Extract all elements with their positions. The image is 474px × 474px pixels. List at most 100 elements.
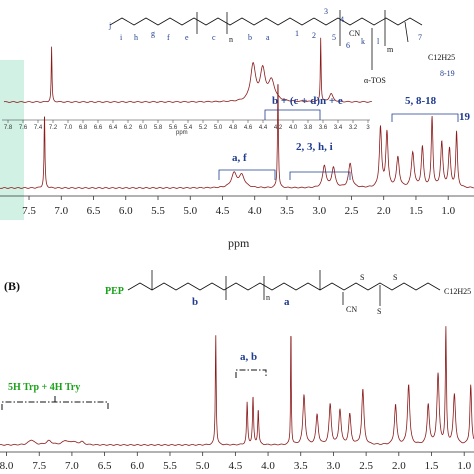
x-tick-label-a: 1.0 bbox=[441, 205, 455, 217]
x-tick-label-b: 5.0 bbox=[196, 460, 210, 472]
x-tick-label-a: 6.5 bbox=[87, 205, 101, 217]
inset-tick-label: 4.8 bbox=[229, 125, 238, 131]
inset-tick-label: 6.4 bbox=[109, 125, 118, 131]
chem-label-a: a bbox=[284, 296, 290, 308]
inset-tick-label: 3.4 bbox=[334, 125, 343, 131]
backbone-b bbox=[127, 282, 441, 291]
chem-label-s1: S bbox=[360, 273, 364, 282]
x-tick-label-b: 2.5 bbox=[359, 460, 373, 472]
structure-b bbox=[127, 270, 441, 306]
bracket-5818 bbox=[391, 113, 459, 122]
chem-label-c12h25: C12H25 bbox=[444, 287, 471, 296]
inset-tick-label: 5.6 bbox=[169, 125, 178, 131]
structure-a bbox=[109, 10, 423, 70]
chem-label: 4 bbox=[340, 15, 344, 24]
chem-label-b: b bbox=[192, 296, 198, 308]
chem-label: g bbox=[151, 29, 155, 38]
chem-label: e bbox=[185, 33, 189, 42]
panel-b-label: (B) bbox=[4, 279, 20, 293]
inset-tick-label: 5.4 bbox=[184, 125, 193, 131]
x-tick-label-a: 7.0 bbox=[54, 205, 68, 217]
x-axis-label-a: ppm bbox=[228, 236, 250, 250]
chem-label: 3 bbox=[324, 7, 328, 16]
chem-label: 7 bbox=[418, 33, 422, 42]
inset-tick-label: 7.0 bbox=[64, 125, 73, 131]
inset-tick-label: 7.2 bbox=[49, 125, 58, 131]
inset-tick-label: 5.8 bbox=[154, 125, 163, 131]
structure-a-labels: j i h g f e c n b a 1 2 3 4 5 6 k l m 7 … bbox=[108, 7, 455, 85]
bracket-ab bbox=[235, 369, 267, 378]
inset-tick-label: 6.8 bbox=[79, 125, 88, 131]
thio-bond bbox=[404, 21, 409, 43]
inset-tick-label: 4.6 bbox=[244, 125, 253, 131]
chem-label-cn: CN bbox=[346, 305, 357, 314]
x-tick-label-a: 4.5 bbox=[216, 205, 230, 217]
x-tick-label-b: 1.0 bbox=[457, 460, 471, 472]
x-tick-label-a: 6.0 bbox=[119, 205, 133, 217]
x-tick-label-a: 3.5 bbox=[280, 205, 294, 217]
inset-tick-label: 3.2 bbox=[349, 125, 358, 131]
highlight-band bbox=[0, 60, 24, 220]
inset-tick-label: 4.4 bbox=[259, 125, 268, 131]
annotation-af: a, f bbox=[232, 152, 247, 164]
x-tick-label-b: 4.5 bbox=[228, 460, 242, 472]
bracket-bcde bbox=[264, 109, 321, 120]
x-tick-label-b: 6.0 bbox=[130, 460, 144, 472]
inset-tick-label: 7.4 bbox=[34, 125, 43, 131]
chem-label: 1 bbox=[295, 29, 299, 38]
inset-tick-label: 3.8 bbox=[304, 125, 313, 131]
inset-tick-label: 7.6 bbox=[19, 125, 28, 131]
annotation-bcde: b + (c + d)n + e bbox=[272, 95, 343, 107]
x-tick-label-a: 7.5 bbox=[22, 205, 36, 217]
bracket-23hi bbox=[289, 171, 351, 180]
annotation-19: 19 bbox=[459, 111, 471, 123]
x-tick-label-a: 5.5 bbox=[151, 205, 165, 217]
bracket-trp bbox=[1, 401, 109, 410]
chem-label: 8-19 bbox=[440, 69, 455, 78]
chem-label: c bbox=[212, 33, 216, 42]
x-tick-label-a: 2.5 bbox=[345, 205, 359, 217]
bracket-af bbox=[218, 169, 276, 180]
chem-label: a bbox=[266, 33, 270, 42]
inset-tick-label: 4.0 bbox=[289, 125, 298, 131]
inset-tick-label: 5.0 bbox=[214, 125, 223, 131]
inset-trace bbox=[3, 37, 372, 103]
chem-label: 2 bbox=[312, 31, 316, 40]
x-tick-label-b: 1.5 bbox=[425, 460, 439, 472]
inset-tick-label: 6.2 bbox=[124, 125, 133, 131]
annotation-trp: 5H Trp + 4H Try bbox=[8, 382, 80, 393]
annotation-5818: 5, 8-18 bbox=[405, 95, 437, 107]
backbone-a-right bbox=[313, 17, 423, 26]
chem-label: j bbox=[108, 21, 111, 30]
chem-label-s3: S bbox=[393, 273, 397, 282]
panel-a: j i h g f e c n b a 1 2 3 4 5 6 k l m 7 … bbox=[0, 7, 474, 250]
panel-b: (B) PEP b n a CN S S S C12H25 8.0 7.5 7.0 6… bbox=[0, 270, 474, 472]
chem-label-s2: S bbox=[377, 307, 381, 316]
chem-label: h bbox=[134, 33, 138, 42]
inset-xlabel: ppm bbox=[176, 130, 188, 136]
chem-label: i bbox=[120, 33, 123, 42]
x-tick-label-a: 2.0 bbox=[377, 205, 391, 217]
x-tick-label-a: 1.5 bbox=[409, 205, 423, 217]
x-tick-label-b: 5.5 bbox=[163, 460, 177, 472]
inset-tick-label: 6.6 bbox=[94, 125, 103, 131]
annotation-23hi: 2, 3, h, i bbox=[296, 141, 333, 153]
annotation-ab: a, b bbox=[240, 351, 257, 363]
chem-label: m bbox=[387, 45, 394, 54]
x-tick-label-b: 7.0 bbox=[65, 460, 79, 472]
x-tick-label-b: 8.0 bbox=[0, 460, 14, 472]
x-tick-label-b: 6.5 bbox=[98, 460, 112, 472]
inset-tick-label: 6.0 bbox=[139, 125, 148, 131]
chem-label: n bbox=[229, 35, 233, 44]
chem-label: CN bbox=[349, 29, 360, 38]
inset-tick-label: 3.6 bbox=[319, 125, 328, 131]
x-tick-label-b: 3.0 bbox=[327, 460, 341, 472]
chem-label: 6 bbox=[346, 41, 350, 50]
spectrum-trace-a bbox=[0, 84, 474, 189]
x-tick-label-b: 7.5 bbox=[32, 460, 46, 472]
chem-label: k bbox=[361, 37, 365, 46]
x-tick-label-a: 4.0 bbox=[248, 205, 262, 217]
inset-tick-label: 7.8 bbox=[4, 125, 13, 131]
chem-label-n: n bbox=[266, 293, 270, 302]
